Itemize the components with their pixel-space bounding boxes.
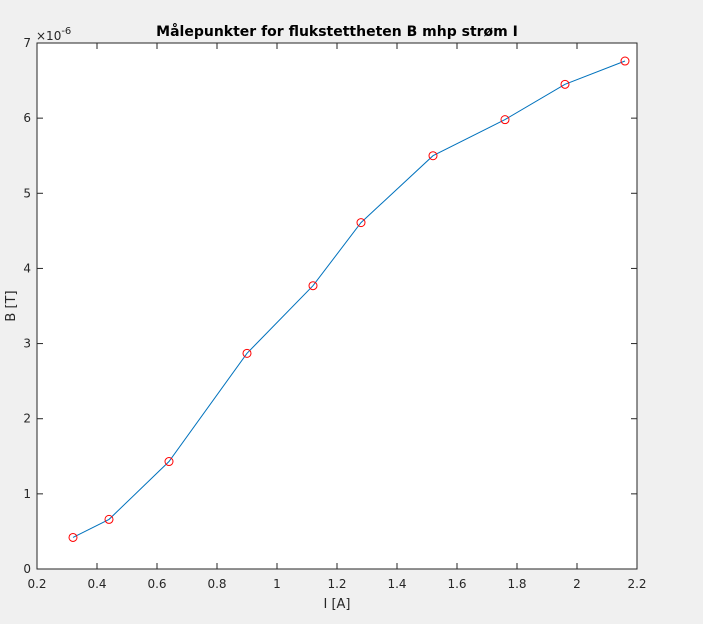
y-exponent-power: -6 bbox=[61, 26, 71, 37]
y-tick-label: 5 bbox=[23, 186, 31, 200]
x-tick-label: 1 bbox=[273, 577, 281, 591]
x-axis-label: I [A] bbox=[323, 597, 350, 612]
y-exponent-label: ×10-6 bbox=[36, 26, 71, 43]
series-group bbox=[68, 56, 630, 542]
x-tick-label: 0.6 bbox=[147, 577, 166, 591]
x-tick-label: 1.2 bbox=[327, 577, 346, 591]
data-point-marker bbox=[560, 79, 570, 89]
data-point-marker bbox=[68, 532, 78, 542]
data-point-marker bbox=[242, 348, 252, 358]
x-tick-label: 2.2 bbox=[627, 577, 646, 591]
y-tick-label: 0 bbox=[23, 562, 31, 576]
x-tick-label: 2 bbox=[573, 577, 581, 591]
data-point-marker bbox=[500, 115, 510, 125]
y-exponent-base: ×10 bbox=[36, 29, 61, 43]
chart-title: Målepunkter for flukstettheten B mhp str… bbox=[156, 23, 518, 40]
y-tick-label: 6 bbox=[23, 111, 31, 125]
x-tick-label: 0.8 bbox=[207, 577, 226, 591]
x-tick-label: 0.4 bbox=[87, 577, 106, 591]
ticks: 0.2 0.4 0.6 0.8 1 1.2 1.4 1.6 1.8 2 2.2 0 1 2 3 4 5 6 7 bbox=[23, 36, 646, 591]
data-point-marker bbox=[164, 457, 174, 467]
data-point-marker bbox=[620, 56, 630, 66]
data-point-marker bbox=[308, 281, 318, 291]
x-tick-label: 1.6 bbox=[447, 577, 466, 591]
data-point-marker bbox=[356, 218, 366, 228]
y-tick-label: 3 bbox=[23, 337, 31, 351]
y-tick-label: 4 bbox=[23, 261, 31, 275]
series-line bbox=[72, 60, 626, 538]
plot-area bbox=[36, 42, 638, 570]
x-tick-label: 1.8 bbox=[507, 577, 526, 591]
data-point-marker bbox=[428, 151, 438, 161]
y-tick-label: 1 bbox=[23, 487, 31, 501]
y-tick-label: 7 bbox=[23, 36, 31, 50]
x-tick-label: 1.4 bbox=[387, 577, 406, 591]
data-point-marker bbox=[104, 514, 114, 524]
y-axis-label: B [T] bbox=[4, 290, 19, 321]
x-tick-label: 0.2 bbox=[27, 577, 46, 591]
y-tick-label: 2 bbox=[23, 412, 31, 426]
